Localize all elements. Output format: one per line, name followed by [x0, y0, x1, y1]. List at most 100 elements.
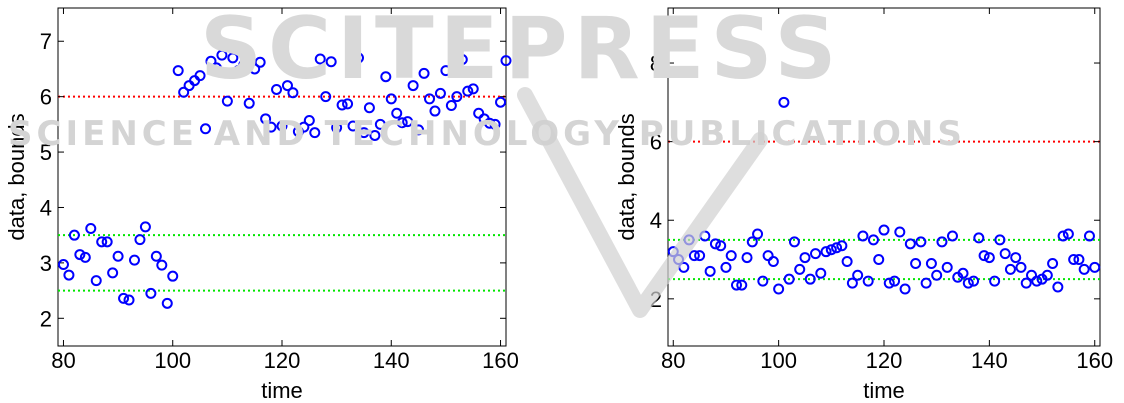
data-point	[243, 97, 255, 109]
data-point	[989, 275, 1001, 287]
data-point	[178, 86, 190, 98]
data-point	[473, 107, 485, 119]
data-point	[271, 83, 283, 95]
y-tick-label: 2	[650, 287, 662, 312]
y-tick-label: 5	[40, 140, 52, 165]
data-point	[221, 95, 233, 107]
data-point	[320, 91, 332, 103]
y-tick-label: 4	[40, 195, 52, 220]
data-point	[857, 230, 869, 242]
data-point	[309, 127, 321, 139]
data-point	[767, 256, 779, 267]
data-point	[825, 244, 837, 256]
data-point	[489, 118, 501, 130]
data-point	[167, 270, 179, 282]
left-scatter-plot: 80 100 120 140 160 2 3 4 5 6 7 time data, bounds	[4, 7, 519, 403]
data-point	[347, 120, 359, 132]
data-point	[773, 283, 785, 295]
data-point	[894, 226, 906, 238]
data-point	[889, 275, 901, 287]
data-point	[936, 236, 948, 248]
y-axis-label: data, bounds	[4, 113, 29, 240]
data-point	[752, 228, 764, 240]
data-point	[841, 256, 853, 267]
x-tick-label: 100	[154, 348, 191, 373]
data-point	[407, 80, 419, 92]
data-point	[957, 267, 969, 279]
data-point	[962, 277, 974, 289]
data-point	[210, 62, 222, 74]
x-tick-label: 80	[661, 348, 685, 373]
data-point	[1083, 230, 1095, 242]
data-point	[1020, 277, 1032, 289]
data-point	[925, 257, 937, 269]
data-point	[107, 267, 119, 279]
data-point	[396, 117, 408, 129]
data-point	[429, 105, 441, 117]
data-point	[1010, 252, 1022, 264]
y-tick-label: 4	[650, 208, 662, 233]
x-tick-label: 140	[971, 348, 1008, 373]
data-point	[810, 248, 822, 260]
data-point	[999, 248, 1011, 260]
data-point	[265, 121, 277, 133]
data-point	[1062, 228, 1074, 240]
data-point	[484, 117, 496, 129]
data-point	[904, 238, 916, 250]
data-point	[968, 275, 980, 287]
data-point	[741, 252, 753, 264]
data-point	[385, 93, 397, 105]
data-point	[281, 80, 293, 92]
axes-frame	[57, 7, 507, 347]
data-point	[254, 56, 266, 68]
data-point	[380, 71, 392, 83]
data-point	[232, 65, 244, 77]
right-scatter-plot: 80 100 120 140 160 2 4 6 8 time data, bounds	[614, 7, 1113, 403]
data-point	[973, 232, 985, 244]
data-point	[815, 267, 827, 279]
data-point	[862, 275, 874, 287]
data-point	[352, 52, 364, 64]
y-tick-label: 8	[650, 51, 662, 76]
data-point	[303, 114, 315, 126]
data-point	[1015, 261, 1027, 273]
data-point	[794, 263, 806, 275]
data-point	[363, 102, 375, 114]
data-point	[90, 275, 102, 287]
data-point	[910, 257, 922, 269]
data-point	[899, 283, 911, 295]
x-tick-label: 120	[264, 348, 301, 373]
data-point	[418, 67, 430, 79]
data-point	[369, 129, 381, 141]
data-point	[1047, 257, 1059, 269]
data-point	[145, 287, 157, 299]
data-point	[467, 83, 479, 95]
data-point	[500, 55, 512, 67]
data-point	[227, 52, 239, 64]
y-tick-label: 3	[40, 251, 52, 276]
data-point	[314, 53, 326, 65]
data-point	[788, 236, 800, 248]
y-tick-label: 2	[40, 306, 52, 331]
data-point	[63, 269, 75, 281]
data-point	[413, 124, 425, 136]
data-point	[112, 250, 124, 262]
data-point	[946, 230, 958, 242]
data-point	[391, 107, 403, 119]
data-point	[205, 55, 217, 67]
data-point	[374, 118, 386, 130]
data-point	[495, 96, 507, 108]
data-point	[440, 65, 452, 77]
data-point	[172, 65, 184, 77]
data-point	[445, 100, 457, 112]
y-tick-label: 7	[40, 29, 52, 54]
data-point	[1026, 269, 1038, 281]
data-point	[1068, 254, 1080, 266]
data-point	[96, 236, 108, 248]
data-point	[336, 99, 348, 111]
data-point	[1089, 261, 1101, 273]
data-point	[820, 246, 832, 258]
data-point	[123, 294, 135, 306]
data-point	[778, 96, 790, 108]
